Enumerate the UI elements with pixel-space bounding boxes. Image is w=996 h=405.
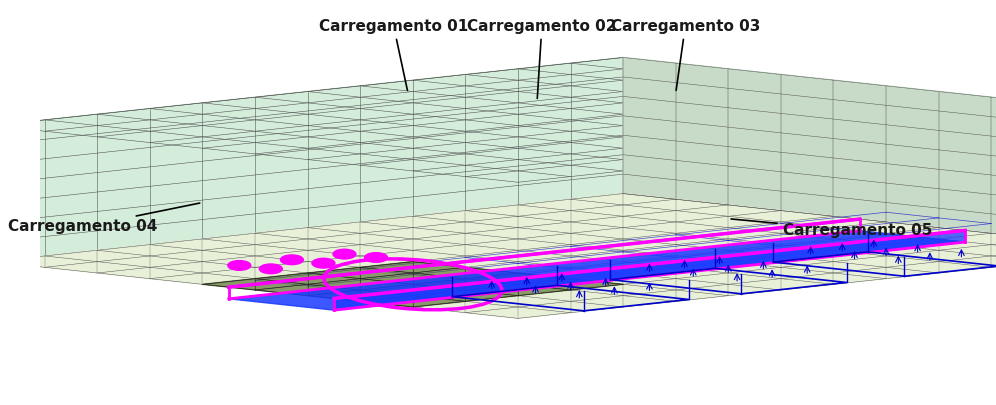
Polygon shape: [202, 262, 623, 307]
Polygon shape: [0, 58, 623, 262]
Polygon shape: [334, 230, 965, 310]
Text: Carregamento 03: Carregamento 03: [611, 19, 760, 90]
Circle shape: [259, 264, 282, 274]
Polygon shape: [229, 231, 965, 310]
Circle shape: [228, 260, 251, 270]
Polygon shape: [623, 58, 996, 250]
Circle shape: [281, 255, 304, 264]
Text: Carregamento 05: Carregamento 05: [731, 219, 932, 239]
Text: Carregamento 02: Carregamento 02: [467, 19, 617, 98]
Text: Carregamento 04: Carregamento 04: [8, 203, 200, 234]
Circle shape: [333, 249, 356, 259]
Circle shape: [312, 258, 335, 268]
Circle shape: [365, 253, 387, 262]
Polygon shape: [0, 194, 996, 318]
Text: Carregamento 01: Carregamento 01: [319, 19, 468, 90]
Polygon shape: [0, 58, 996, 182]
